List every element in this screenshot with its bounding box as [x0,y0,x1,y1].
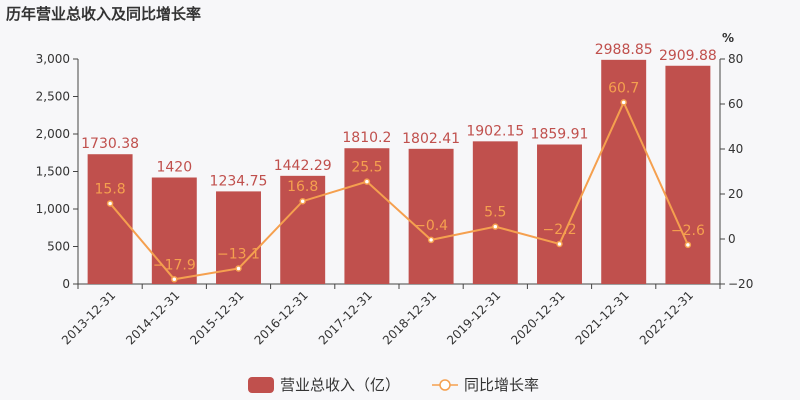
growth-value-label: 15.8 [95,181,126,197]
y-right-tick-label: 40 [728,142,743,156]
growth-value-label: 25.5 [351,160,382,176]
y-right-tick-label: −20 [728,277,753,291]
growth-value-label: −0.4 [414,218,448,234]
y-right-unit: % [722,31,734,45]
growth-point [620,99,627,106]
growth-point [363,178,371,185]
bar [151,177,197,284]
x-tick-label: 2015-12-31 [187,288,246,347]
bar-value-label: 1810.2 [342,130,391,146]
bar-value-label: 2909.88 [659,48,717,64]
bar [665,65,711,284]
legend-bar-swatch [248,377,274,393]
bar [87,154,133,284]
y-left-tick-label: 0 [62,277,70,291]
growth-point [299,197,306,205]
y-left-tick-label: 2,000 [36,127,70,141]
growth-point [427,236,435,244]
x-tick-label: 2021-12-31 [573,288,632,347]
x-tick-label: 2020-12-31 [508,288,567,347]
y-left-tick-label: 1,500 [36,165,70,179]
bar [408,148,454,284]
legend-line-marker [439,379,451,391]
growth-point [171,276,178,283]
growth-value-label: −17.9 [153,257,196,273]
legend-line-label: 同比增长率 [464,376,539,394]
bar-value-label: 1859.91 [531,127,589,143]
bar [601,59,647,285]
bar [472,141,518,284]
growth-value-label: −2.2 [543,222,577,238]
legend-bar-label: 营业总收入（亿） [280,376,400,394]
x-tick-label: 2016-12-31 [252,288,311,347]
growth-value-label: 5.5 [484,205,506,221]
y-right-tick-label: 20 [728,187,743,201]
bar-value-label: 1420 [156,160,192,176]
growth-point [235,265,242,272]
growth-line [109,99,689,281]
x-tick-label: 2013-12-31 [59,288,118,347]
y-left-tick-label: 3,000 [36,52,70,66]
bar-value-label: 1442.29 [274,158,332,174]
bar-value-label: 2988.85 [595,42,653,58]
growth-value-label: −13.1 [217,246,260,262]
y-left-tick-label: 2,500 [36,90,70,104]
bar-value-label: 1730.38 [81,136,139,152]
bar [537,144,582,284]
growth-point [492,223,499,230]
x-tick-label: 2014-12-31 [123,288,182,347]
bar-value-label: 1902.15 [466,123,524,139]
x-tick-label: 2017-12-31 [316,288,375,347]
growth-value-label: −2.6 [671,223,705,239]
x-tick-label: 2018-12-31 [380,288,439,347]
y-left-tick-label: 500 [47,240,70,254]
growth-value-label: 60.7 [608,80,639,96]
bar [280,175,326,284]
bar-value-label: 1234.75 [210,173,268,189]
x-tick-label: 2019-12-31 [444,288,503,347]
bar-value-label: 1802.41 [402,131,460,147]
growth-point [106,200,114,207]
growth-point [684,241,692,249]
bar [344,148,390,284]
growth-point [556,240,563,248]
x-tick-label: 2022-12-31 [637,288,696,347]
y-right-tick-label: 80 [728,52,743,66]
y-left-tick-label: 1,000 [36,202,70,216]
growth-value-label: 16.8 [287,179,318,195]
chart-title: 历年营业总收入及同比增长率 [6,5,202,23]
y-right-tick-label: 60 [728,97,743,111]
y-right-tick-label: 0 [728,232,736,246]
